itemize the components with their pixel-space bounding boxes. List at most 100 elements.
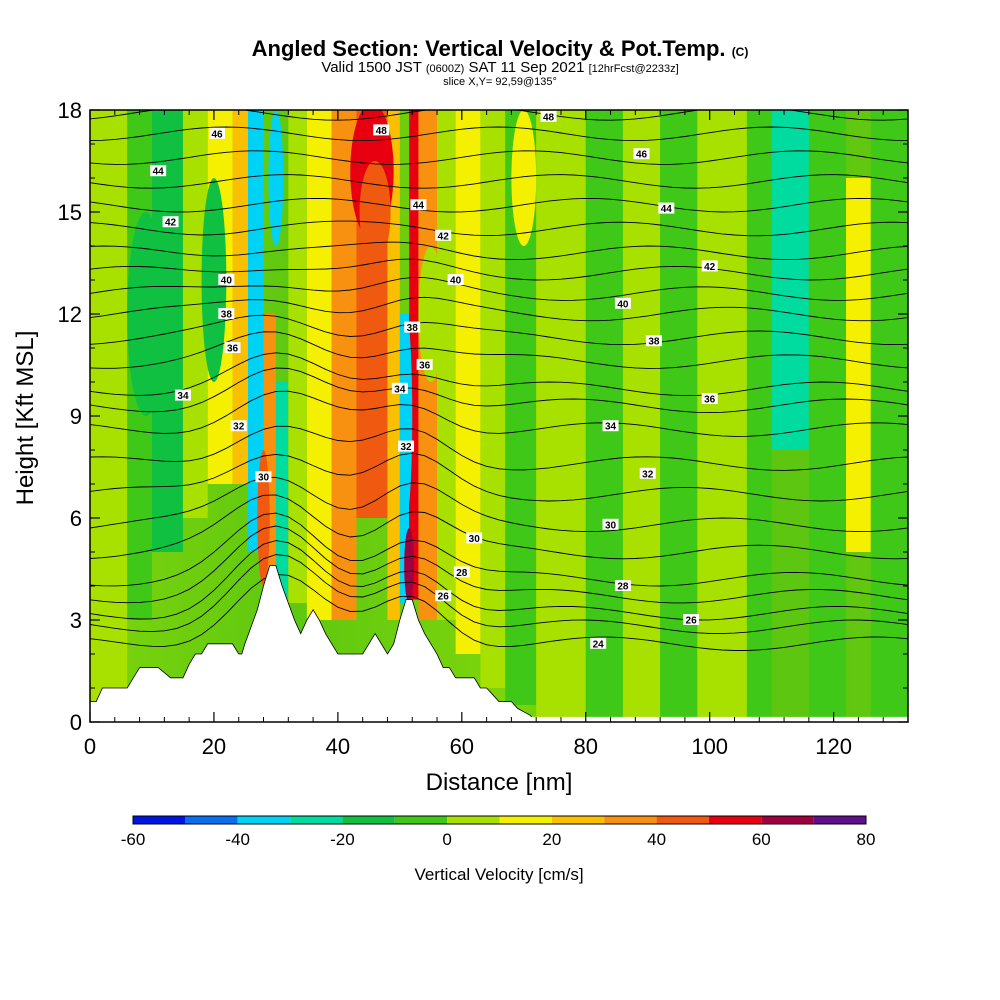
- contour-label-box: [410, 199, 427, 211]
- colorbar-tick-label: 20: [542, 830, 561, 849]
- terrain-base: [90, 716, 908, 723]
- terrain: [89, 565, 908, 723]
- theta-contour-line: [90, 174, 908, 189]
- terrain-profile: [89, 565, 908, 723]
- chart-title: Angled Section: Vertical Velocity & Pot.…: [251, 36, 749, 61]
- y-tick-label: 9: [70, 404, 82, 429]
- contour-label-box: [218, 274, 235, 285]
- contour-label: 36: [419, 361, 431, 372]
- y-tick-label: 3: [70, 608, 82, 633]
- colorbar-tick-label: 80: [857, 830, 876, 849]
- contour-label: 44: [153, 167, 165, 178]
- contour-label-box: [255, 471, 272, 483]
- contour-label-box: [230, 420, 247, 432]
- contour-label-box: [150, 165, 167, 177]
- contour-label-box: [701, 393, 718, 404]
- colorbar-tick-label: -20: [330, 830, 355, 849]
- contour-label: 44: [413, 201, 425, 212]
- contour-label-box: [174, 389, 191, 401]
- vertical-velocity-field: [90, 110, 908, 722]
- colorbar-swatch: [394, 816, 448, 824]
- contour-label: 40: [617, 299, 629, 310]
- y-tick-label: 6: [70, 506, 82, 531]
- colorbar-label: Vertical Velocity [cm/s]: [414, 865, 583, 884]
- colorbar-swatch: [499, 816, 552, 824]
- contour-label: 36: [227, 344, 239, 355]
- contour-label-box: [633, 148, 650, 160]
- velocity-band: [660, 110, 698, 722]
- contour-label-box: [435, 590, 452, 602]
- contour-label-box: [590, 637, 607, 649]
- contour-label: 48: [376, 126, 388, 137]
- velocity-band: [480, 110, 506, 688]
- x-tick-label: 40: [326, 734, 350, 759]
- colorbar-tick-label: -60: [121, 830, 146, 849]
- velocity-cell: [359, 161, 391, 263]
- theta-contour-line: [90, 150, 908, 165]
- velocity-cell: [268, 110, 284, 246]
- theta-contour-line: [90, 352, 908, 397]
- velocity-band: [846, 178, 871, 552]
- contour-label: 30: [605, 520, 617, 531]
- y-tick-label: 15: [58, 200, 82, 225]
- contour-label: 38: [221, 310, 233, 321]
- contour-label-box: [658, 202, 675, 214]
- contour-label-box: [602, 420, 619, 432]
- contour-label-box: [540, 110, 557, 122]
- contour-label-box: [701, 260, 718, 272]
- chart-subtitle: Valid 1500 JST (0600Z) SAT 11 Sep 2021 […: [321, 59, 679, 76]
- contour-label: 42: [438, 231, 450, 242]
- y-tick-label: 0: [70, 710, 82, 735]
- velocity-band: [746, 110, 772, 722]
- contour-label: 28: [617, 582, 629, 593]
- colorbar-swatch: [656, 816, 709, 824]
- contour-label-box: [466, 532, 483, 544]
- contour-label: 44: [661, 204, 673, 215]
- contour-label: 42: [704, 262, 716, 273]
- contour-label-box: [447, 274, 464, 285]
- colorbar-swatch: [185, 816, 238, 824]
- contour-label: 32: [642, 469, 654, 480]
- x-tick-label: 0: [84, 734, 96, 759]
- y-tick-label: 12: [58, 302, 82, 327]
- velocity-band: [275, 382, 289, 603]
- contour-label-box: [602, 518, 619, 530]
- contour-label: 40: [221, 276, 233, 287]
- colorbar-swatch: [551, 816, 605, 824]
- theta-contour-line: [90, 540, 908, 621]
- contour-label: 46: [636, 150, 648, 161]
- x-axis-label: Distance [nm]: [426, 769, 573, 796]
- velocity-cell: [784, 110, 809, 212]
- colorbar-tick-label: 60: [752, 830, 771, 849]
- colorbar-swatch: [708, 816, 762, 824]
- contour-label: 40: [450, 276, 462, 287]
- theta-contour-line: [90, 296, 908, 322]
- contour-label-box: [218, 308, 235, 319]
- velocity-band: [306, 110, 332, 620]
- x-tick-label: 80: [574, 734, 598, 759]
- contour-label-box: [162, 216, 179, 228]
- contour-label: 26: [438, 592, 450, 603]
- theta-contour-line: [90, 390, 908, 437]
- theta-contour-line: [90, 276, 908, 301]
- colorbar-frame: [132, 815, 867, 825]
- velocity-cell: [201, 178, 227, 382]
- colorbar-swatch: [447, 816, 500, 824]
- theta-contour-line: [90, 220, 908, 237]
- contour-label: 38: [407, 323, 419, 334]
- contour-label: 38: [648, 337, 660, 348]
- contour-label-box: [639, 467, 656, 479]
- colorbar-tick-label: 0: [442, 830, 451, 849]
- velocity-band: [455, 110, 481, 654]
- contour-label-box: [373, 124, 390, 136]
- contour-label: 24: [593, 639, 605, 650]
- x-tick-label: 20: [202, 734, 226, 759]
- theta-contours: [90, 110, 908, 651]
- contour-label-box: [435, 229, 452, 241]
- theta-contour-line: [90, 512, 908, 587]
- theta-contour-line: [90, 126, 908, 142]
- contour-label: 34: [605, 422, 617, 433]
- theta-contour-line: [90, 452, 908, 502]
- y-tick-label: 18: [58, 98, 82, 123]
- contour-label-box: [453, 566, 470, 578]
